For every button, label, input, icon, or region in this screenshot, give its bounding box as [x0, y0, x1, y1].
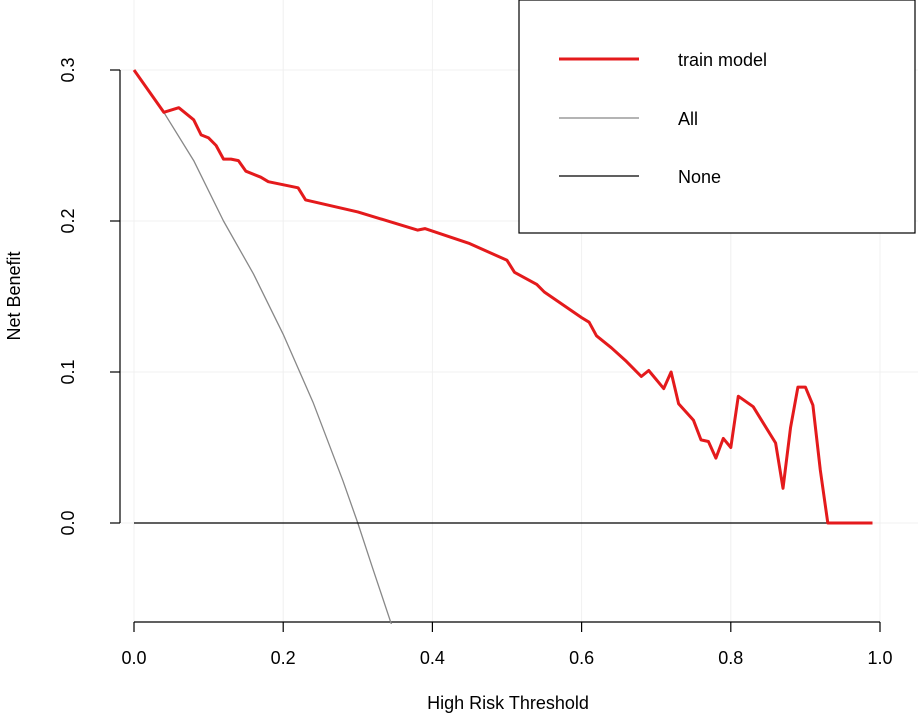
- x-tick-label: 0.6: [569, 648, 594, 668]
- x-tick-label: 1.0: [867, 648, 892, 668]
- y-tick-label: 0.3: [58, 57, 78, 82]
- y-tick-label: 0.1: [58, 359, 78, 384]
- legend-label: All: [678, 109, 698, 129]
- series-lines: [132, 69, 873, 624]
- y-ticks: 0.0 0.1 0.2 0.3: [58, 57, 120, 536]
- legend-box: [518, 0, 916, 234]
- legend-label: None: [678, 167, 721, 187]
- series-line-all: [163, 111, 393, 624]
- axes: [119, 70, 880, 623]
- x-axis-title: High Risk Threshold: [427, 693, 589, 713]
- x-tick-label: 0.2: [271, 648, 296, 668]
- y-tick-label: 0.0: [58, 510, 78, 535]
- legend-label: train model: [678, 50, 767, 70]
- x-ticks: 0.0 0.2 0.4 0.6 0.8 1.0: [121, 622, 893, 668]
- series-line-train-model: [132, 69, 873, 525]
- x-tick-label: 0.0: [121, 648, 146, 668]
- y-tick-label: 0.2: [58, 208, 78, 233]
- y-axis-title: Net Benefit: [4, 251, 24, 340]
- x-tick-label: 0.8: [718, 648, 743, 668]
- x-tick-label: 0.4: [420, 648, 445, 668]
- legend: train model All None: [518, 0, 916, 234]
